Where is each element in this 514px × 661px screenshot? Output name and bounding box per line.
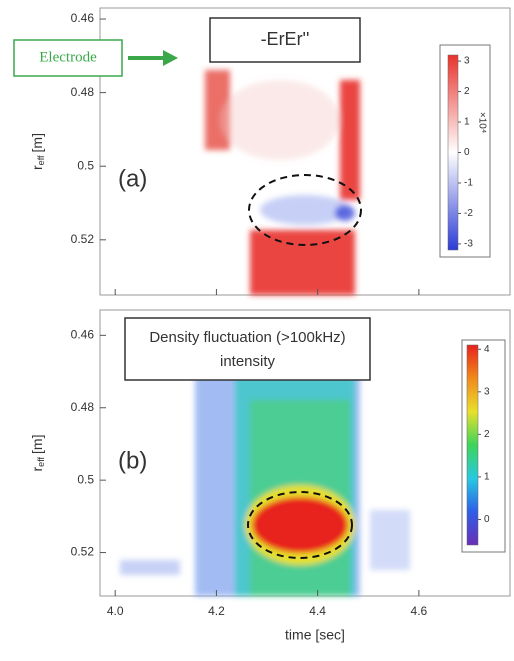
colorbar-tick-label: 3 [464,56,470,67]
x-tick-label: 4.6 [411,604,428,618]
chart-title: -ErEr'' [261,29,310,49]
y-tick-label: 0.52 [71,545,95,559]
y-tick-label: 0.5 [77,158,94,172]
ylabel-symbol: r [29,165,45,170]
colorbar-tick-label: 2 [464,86,470,97]
ylabel-unit: [m] [29,133,45,152]
y-tick-label: 0.46 [71,328,95,342]
panel-label: (a) [118,165,147,192]
x-tick-label: 4.0 [107,604,124,618]
colorbar [466,344,479,546]
x-axis-title: time [sec] [285,627,345,643]
y-tick-label: 0.48 [71,400,95,414]
colorbar-tick-label: 3 [484,386,490,397]
y-tick-label: 0.46 [71,11,95,25]
colorbar-tick-label: -2 [464,208,473,219]
ylabel-symbol: r [29,466,45,471]
colorbar-tick-label: 2 [484,429,490,440]
y-tick-label: 0.5 [77,472,94,486]
title-box [209,17,361,63]
ylabel-unit: [m] [29,435,45,454]
chart-title: Density fluctuation (>100kHz) [149,329,345,346]
contour-a [205,70,360,295]
arrow-head [163,50,178,66]
x-tick-label: 4.2 [208,604,225,618]
colorbar [447,54,459,251]
colorbar-tick-label: 0 [464,147,470,158]
highlight-ellipse [247,491,353,559]
colorbar-tick-label: 1 [484,472,490,483]
title-box [124,317,371,381]
chart-subtitle: intensity [220,353,276,370]
colorbar-label: ×10⁴ [476,112,487,133]
colorbar-tick-label: 0 [484,514,490,525]
annotation-box [13,39,123,77]
x-tick-label: 4.4 [309,604,326,618]
ylabel-subscript: eff [36,155,46,165]
y-tick-label: 0.48 [71,85,95,99]
panel-label: (b) [118,447,147,474]
y-axis-title: reff [m] [29,133,47,170]
y-tick-label: 0.52 [71,232,95,246]
annotation: Electrode [39,49,97,65]
colorbar-tick-label: 1 [464,117,470,128]
colorbar-tick-label: 4 [484,344,490,355]
ylabel-subscript: eff [36,456,46,466]
colorbar-tick-label: -1 [464,178,473,189]
colorbar-tick-label: -3 [464,239,473,250]
y-axis-title: reff [m] [29,435,47,472]
highlight-ellipse [248,174,362,246]
